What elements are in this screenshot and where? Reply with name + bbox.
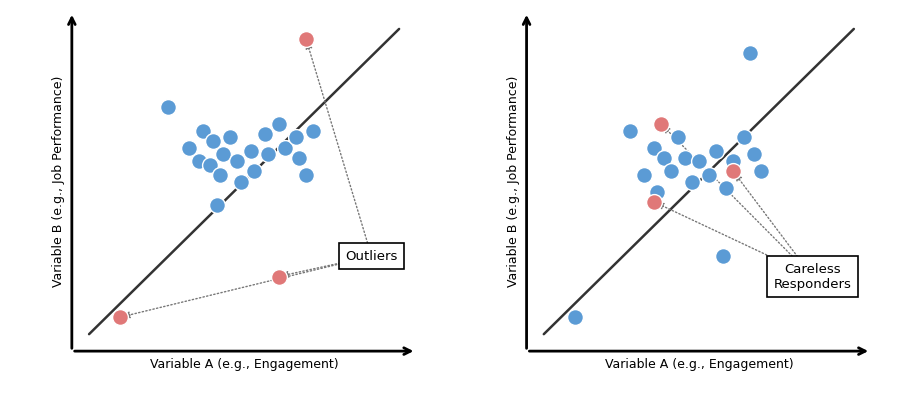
Point (726, 168, 741, 175)
Point (685, 178, 700, 185)
Point (196, 128, 210, 134)
Y-axis label: Variable B (e.g., Job Performance): Variable B (e.g., Job Performance) (506, 76, 520, 287)
Point (691, 158, 706, 164)
Point (702, 172, 717, 178)
Point (213, 172, 227, 178)
Point (753, 168, 768, 175)
Point (568, 314, 582, 320)
Point (247, 168, 261, 175)
Point (181, 144, 196, 151)
X-axis label: Variable A (e.g., Engagement): Variable A (e.g., Engagement) (150, 358, 339, 371)
Y-axis label: Variable B (e.g., Job Performance): Variable B (e.g., Job Performance) (52, 76, 65, 287)
Point (647, 144, 661, 151)
Point (258, 131, 272, 137)
Point (678, 155, 692, 161)
Point (657, 155, 672, 161)
Text: Careless
Responders: Careless Responders (773, 263, 851, 290)
Point (306, 128, 321, 134)
Point (233, 178, 248, 185)
Point (261, 151, 276, 158)
Point (223, 134, 237, 141)
Point (654, 120, 668, 127)
Point (278, 144, 293, 151)
Point (243, 148, 258, 154)
Point (209, 202, 224, 209)
Point (716, 253, 730, 259)
Point (747, 151, 762, 158)
Point (637, 172, 651, 178)
Point (671, 134, 685, 141)
Point (202, 162, 216, 168)
Point (647, 199, 661, 205)
Point (726, 158, 741, 164)
Point (216, 151, 231, 158)
Point (744, 49, 758, 56)
Point (299, 172, 313, 178)
Point (271, 273, 286, 280)
Text: Outliers: Outliers (346, 250, 398, 263)
Point (664, 168, 679, 175)
Point (299, 36, 313, 42)
Point (161, 104, 175, 110)
Point (622, 128, 637, 134)
Point (709, 148, 723, 154)
Point (736, 134, 751, 141)
Point (271, 120, 286, 127)
Point (719, 185, 734, 192)
Point (206, 138, 220, 144)
Point (650, 189, 665, 195)
Point (230, 158, 244, 164)
Point (292, 155, 306, 161)
X-axis label: Variable A (e.g., Engagement): Variable A (e.g., Engagement) (604, 358, 793, 371)
Point (113, 314, 128, 320)
Point (192, 158, 207, 164)
Point (288, 134, 303, 141)
